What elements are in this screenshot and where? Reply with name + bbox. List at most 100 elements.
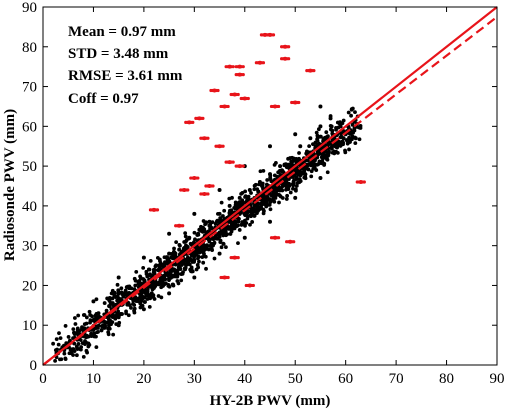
data-point (260, 197, 265, 202)
data-point (55, 347, 60, 352)
data-point (318, 104, 323, 109)
data-point (81, 354, 86, 359)
data-point (210, 220, 215, 225)
data-point (247, 187, 252, 192)
data-point (334, 149, 339, 154)
data-point (293, 195, 298, 200)
data-point (211, 184, 215, 188)
data-point (63, 324, 68, 328)
data-point (192, 230, 197, 235)
data-point (347, 147, 351, 152)
data-point (53, 358, 57, 363)
data-point (330, 128, 335, 133)
data-point (201, 116, 205, 120)
data-point (323, 149, 328, 154)
data-point (177, 247, 182, 252)
data-point (273, 160, 278, 165)
data-point (74, 353, 79, 358)
stat-rmse: RMSE = 3.61 mm (68, 68, 183, 84)
data-point (326, 134, 330, 139)
data-point (245, 198, 249, 203)
data-point (236, 92, 240, 97)
data-point (102, 301, 107, 305)
data-point (297, 177, 302, 181)
data-point (227, 210, 232, 215)
data-point (341, 118, 346, 123)
data-point (114, 314, 119, 319)
data-point (217, 211, 222, 216)
data-point (189, 265, 194, 270)
data-point (71, 327, 76, 332)
data-point (215, 236, 220, 241)
data-point (73, 322, 78, 326)
data-point (74, 330, 79, 335)
data-point (177, 243, 182, 247)
data-point (272, 193, 277, 198)
data-point (243, 223, 247, 228)
data-point (191, 120, 195, 124)
data-point (72, 349, 77, 354)
data-point (312, 69, 316, 73)
data-point (183, 234, 188, 239)
data-point (183, 267, 188, 272)
data-point (84, 321, 89, 326)
y-tick-label: 30 (22, 239, 37, 255)
data-point (346, 110, 351, 115)
data-point (242, 235, 247, 240)
data-point (268, 207, 273, 212)
data-point (291, 183, 296, 188)
data-point (340, 139, 345, 144)
data-point (271, 33, 276, 37)
data-point (183, 231, 188, 236)
data-point (316, 127, 321, 132)
data-point (88, 313, 93, 317)
data-point (287, 181, 291, 186)
data-point (345, 141, 350, 146)
data-point (221, 241, 226, 246)
data-point (209, 246, 214, 251)
x-tick-label: 90 (490, 371, 505, 387)
data-point (131, 301, 135, 306)
data-point (116, 292, 121, 296)
y-tick-label: 70 (22, 80, 37, 96)
data-point (214, 219, 219, 224)
data-point (328, 114, 333, 118)
data-point (190, 269, 195, 274)
data-point (309, 174, 314, 179)
data-point (133, 283, 138, 288)
fit-line (42, 16, 498, 366)
data-point (113, 295, 118, 299)
data-point (204, 266, 208, 271)
data-point (123, 292, 128, 297)
data-point (201, 260, 206, 265)
data-point (138, 301, 143, 306)
data-point (115, 282, 120, 287)
y-tick-label: 20 (22, 278, 37, 294)
data-point (144, 269, 149, 274)
data-point (289, 159, 294, 164)
data-point (157, 257, 162, 262)
data-point (341, 136, 346, 140)
y-tick-label: 10 (22, 318, 37, 334)
data-point (286, 187, 291, 191)
data-point (343, 148, 347, 153)
data-point (307, 144, 312, 149)
data-point (263, 202, 268, 207)
data-point (224, 245, 228, 250)
data-point (243, 213, 248, 217)
data-point (134, 296, 139, 301)
data-point (241, 65, 245, 69)
data-point (324, 130, 329, 135)
data-point (51, 341, 56, 346)
data-point (317, 159, 322, 164)
data-point (298, 144, 303, 149)
data-point (106, 326, 110, 331)
data-point (116, 275, 121, 280)
data-point (62, 351, 67, 356)
data-point (293, 187, 298, 192)
data-point (163, 277, 168, 282)
data-point (94, 345, 99, 350)
data-point (238, 210, 243, 215)
data-point (74, 344, 79, 349)
